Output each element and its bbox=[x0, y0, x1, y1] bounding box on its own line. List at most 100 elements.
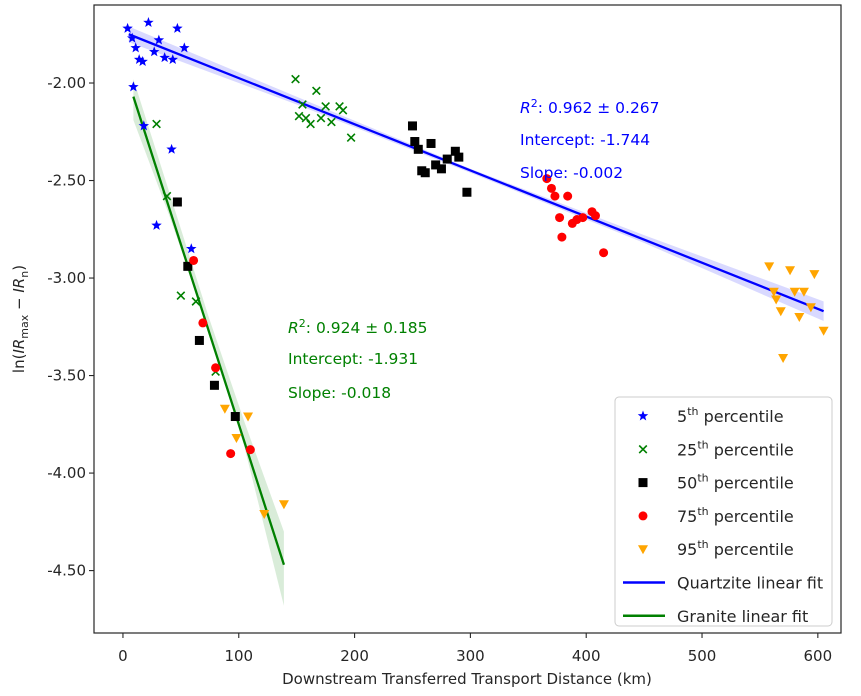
y-tick-label: -4.50 bbox=[47, 562, 86, 580]
5th-percentile-point bbox=[122, 22, 133, 33]
legend-label-granite-linear-fit: Granite linear fit bbox=[677, 607, 808, 626]
y-tick-label: -3.00 bbox=[47, 269, 86, 287]
legend-label-quartzite-linear-fit: Quartzite linear fit bbox=[677, 574, 823, 593]
y-axis-ticks: -2.00 -2.50 -3.00 -3.50 -4.00 -4.50 bbox=[47, 74, 94, 580]
quartzite-fit-annotation: R2: 0.962 ± 0.267 Intercept: -1.744 Slop… bbox=[520, 97, 660, 182]
95th-percentile-point bbox=[798, 287, 809, 297]
95th-percentile-point bbox=[764, 262, 775, 272]
75th-percentile-point bbox=[226, 449, 236, 459]
50th-percentile-point bbox=[194, 335, 204, 345]
95th-percentile-point bbox=[789, 287, 800, 297]
25th-percentile-point bbox=[298, 100, 307, 109]
x-tick-label: 500 bbox=[688, 647, 717, 665]
5th-percentile-point bbox=[128, 81, 139, 92]
legend-label-95th-percentile: 95th percentile bbox=[677, 538, 794, 559]
25th-percentile-point bbox=[294, 111, 304, 121]
legend-items: 5th percentile 25th percentile 50th percen… bbox=[623, 405, 823, 626]
95th-percentile-point bbox=[794, 313, 805, 323]
75th-percentile-point bbox=[555, 213, 565, 223]
x-tick-label: 600 bbox=[804, 647, 833, 665]
25th-percentile-point bbox=[321, 102, 330, 111]
25th-percentile-point bbox=[306, 119, 315, 129]
granite-fit-annotation: R2: 0.924 ± 0.185 Intercept: -1.931 Slop… bbox=[288, 317, 428, 402]
5th-percentile-point bbox=[138, 120, 150, 131]
x-axis-ticks: 0 100 200 300 400 500 600 bbox=[118, 633, 832, 665]
25th-percentile-point bbox=[176, 291, 186, 300]
95th-percentile-point bbox=[231, 433, 242, 443]
legend: 5th percentile 25th percentile 50th percen… bbox=[614, 396, 833, 627]
y-tick-label: -3.50 bbox=[47, 367, 86, 385]
95th-percentile-point bbox=[219, 404, 230, 414]
50th-percentile-point bbox=[442, 154, 452, 164]
legend-box bbox=[614, 396, 833, 627]
5th-percentile-point bbox=[179, 42, 190, 53]
75th-percentile-point bbox=[578, 213, 588, 223]
quartzite-linear-fit-line bbox=[128, 33, 825, 313]
95th-percentile-point bbox=[785, 266, 796, 276]
legend-marker-5th-percentile bbox=[637, 410, 649, 421]
x-tick-label: 300 bbox=[456, 647, 485, 665]
95th-percentile-point bbox=[768, 287, 779, 297]
50th-percentile-point bbox=[454, 152, 464, 162]
25th-percentile-point bbox=[291, 74, 300, 84]
95th-percentile-point bbox=[775, 307, 786, 317]
75th-percentile-point bbox=[542, 174, 552, 184]
75th-percentile-point bbox=[546, 183, 556, 193]
legend-label-50th-percentile: 50th percentile bbox=[677, 472, 794, 493]
plot-frame bbox=[93, 4, 842, 634]
y-axis-title: ln(IRmax − IRn) bbox=[10, 265, 31, 373]
x-tick-label: 0 bbox=[118, 647, 128, 665]
50th-percentile-point bbox=[407, 121, 417, 131]
25th-percentile-point bbox=[346, 133, 356, 142]
granite-slope-text: Slope: -0.018 bbox=[288, 384, 391, 402]
95th-percentile-point bbox=[259, 510, 270, 520]
95th-percentile-point bbox=[243, 412, 254, 422]
x-tick-label: 200 bbox=[340, 647, 369, 665]
legend-marker-25th-percentile bbox=[638, 444, 648, 454]
95th-percentile-point bbox=[278, 500, 289, 510]
95th-percentile-point bbox=[771, 295, 782, 305]
50th-percentile-point bbox=[426, 138, 436, 148]
quartzite-intercept-text: Intercept: -1.744 bbox=[520, 131, 650, 149]
75th-percentile-point bbox=[198, 318, 208, 328]
5th-percentile-point bbox=[143, 17, 154, 27]
legend-label-25th-percentile: 25th percentile bbox=[677, 438, 794, 459]
5th-percentile-point bbox=[159, 52, 170, 63]
5th-percentile-point bbox=[126, 32, 138, 43]
legend-marker-50th-percentile bbox=[638, 478, 648, 488]
y-tick-label: -4.00 bbox=[47, 464, 86, 482]
25th-percentile-point bbox=[316, 113, 326, 123]
95th-percentile-point bbox=[818, 326, 829, 336]
25th-percentile-point bbox=[162, 191, 172, 201]
x-tick-label: 100 bbox=[224, 647, 253, 665]
50th-percentile-point bbox=[410, 137, 420, 147]
50th-percentile-point bbox=[420, 168, 430, 178]
75th-percentile-point bbox=[550, 191, 560, 201]
50th-percentile-point bbox=[172, 197, 182, 207]
5th-percentile-point bbox=[133, 54, 145, 65]
5th-percentile-point bbox=[151, 219, 162, 230]
25th-percentile-point bbox=[301, 113, 311, 123]
granite-linear-fit-line bbox=[132, 96, 286, 566]
75th-percentile-point bbox=[599, 248, 609, 258]
50th-percentile-point bbox=[230, 412, 240, 422]
75th-percentile-point bbox=[211, 363, 221, 373]
legend-label-5th-percentile: 5th percentile bbox=[677, 405, 784, 426]
x-axis-title: Downstream Transferred Transport Distanc… bbox=[282, 670, 652, 688]
5th-percentile-point bbox=[172, 22, 183, 33]
legend-marker-75th-percentile bbox=[638, 511, 648, 521]
quartzite-r2-text: R2: 0.962 ± 0.267 bbox=[520, 97, 660, 117]
25th-percentile-point bbox=[338, 105, 348, 115]
5th-percentile-point bbox=[130, 42, 141, 53]
50th-percentile-point bbox=[462, 187, 472, 197]
5th-percentile-point bbox=[153, 34, 165, 45]
75th-percentile-point bbox=[557, 232, 567, 242]
5th-percentile-point bbox=[166, 143, 177, 154]
75th-percentile-point bbox=[189, 255, 199, 265]
y-tick-label: -2.50 bbox=[47, 172, 86, 190]
95th-percentile-point bbox=[805, 303, 816, 313]
y-tick-label: -2.00 bbox=[47, 74, 86, 92]
25th-percentile-point bbox=[152, 119, 161, 129]
